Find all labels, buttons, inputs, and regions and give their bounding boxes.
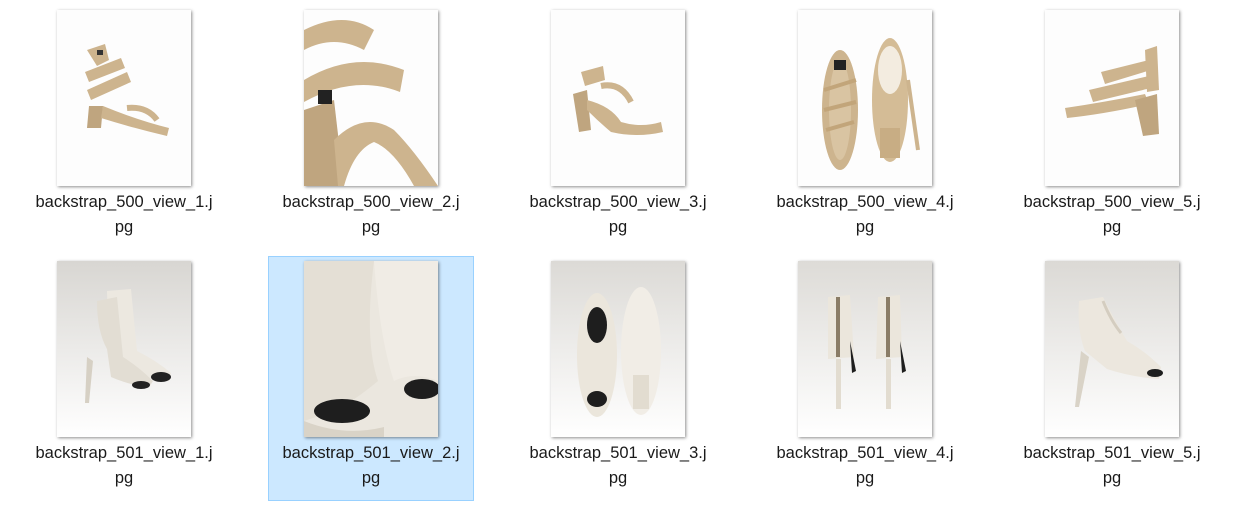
bootie-pair-image	[57, 261, 191, 437]
thumbnail-frame	[763, 257, 967, 439]
thumbnail-frame	[269, 6, 473, 188]
thumbnail-frame	[22, 257, 226, 439]
bootie-back-image	[798, 261, 932, 437]
file-name: backstrap_501_view_5.j pg	[1023, 444, 1201, 487]
file-name: backstrap_501_view_2.j pg	[282, 444, 460, 487]
sandal-back-angle-image	[1045, 10, 1179, 186]
sandal-top-sole-image	[798, 10, 932, 186]
file-item[interactable]: backstrap_500_view_4.j pg	[762, 5, 968, 250]
file-name: backstrap_501_view_1.j pg	[35, 444, 213, 487]
sandal-closeup-image	[304, 10, 438, 186]
file-item[interactable]: backstrap_501_view_3.j pg	[515, 256, 721, 501]
file-name: backstrap_500_view_5.j pg	[1023, 193, 1201, 236]
thumbnail-frame	[22, 6, 226, 188]
bootie-top-sole-image	[551, 261, 685, 437]
file-name: backstrap_500_view_4.j pg	[776, 193, 954, 236]
bootie-side-image	[1045, 261, 1179, 437]
file-name: backstrap_501_view_4.j pg	[776, 444, 954, 487]
thumbnail-frame	[269, 257, 473, 439]
file-item-selected[interactable]: backstrap_501_view_2.j pg	[268, 256, 474, 501]
thumbnail-frame	[1010, 6, 1214, 188]
file-item[interactable]: backstrap_501_view_4.j pg	[762, 256, 968, 501]
file-name: backstrap_500_view_2.j pg	[282, 193, 460, 236]
thumbnail-frame	[516, 6, 720, 188]
bootie-closeup-image	[304, 261, 438, 437]
thumbnail-frame	[516, 257, 720, 439]
file-item[interactable]: backstrap_500_view_5.j pg	[1009, 5, 1215, 250]
thumbnail-frame	[1010, 257, 1214, 439]
sandal-inner-side-image	[551, 10, 685, 186]
file-item[interactable]: backstrap_500_view_3.j pg	[515, 5, 721, 250]
file-item[interactable]: backstrap_501_view_1.j pg	[21, 256, 227, 501]
file-name: backstrap_501_view_3.j pg	[529, 444, 707, 487]
file-item[interactable]: backstrap_500_view_1.j pg	[21, 5, 227, 250]
thumbnail-frame	[763, 6, 967, 188]
file-item[interactable]: backstrap_501_view_5.j pg	[1009, 256, 1215, 501]
file-name: backstrap_500_view_3.j pg	[529, 193, 707, 236]
sandal-side-view-image	[57, 10, 191, 186]
file-name: backstrap_500_view_1.j pg	[35, 193, 213, 236]
file-item[interactable]: backstrap_500_view_2.j pg	[268, 5, 474, 250]
